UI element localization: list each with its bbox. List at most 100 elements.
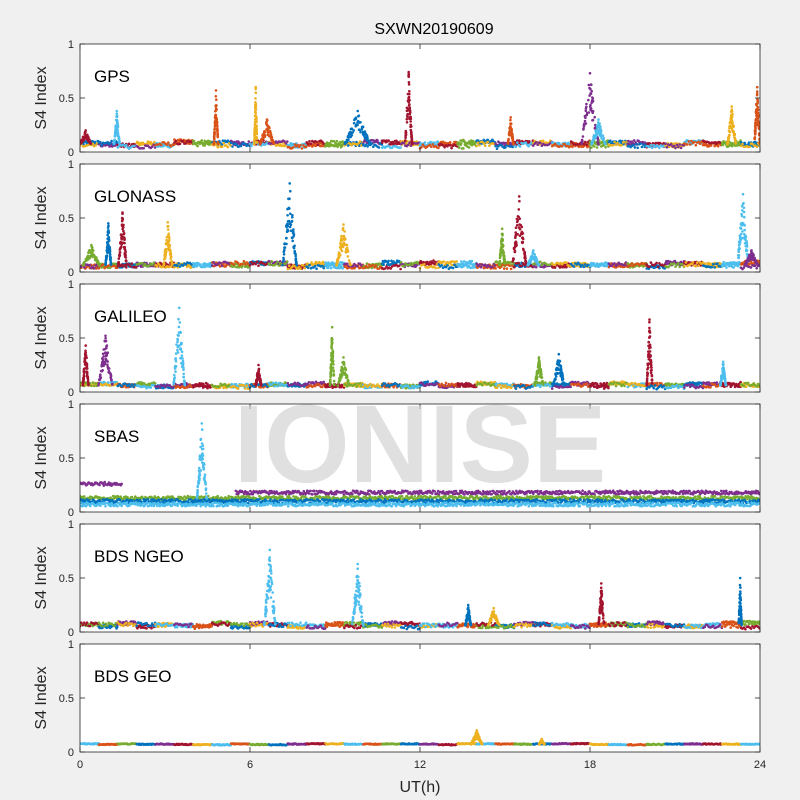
panel-label: GLONASS [94, 187, 176, 206]
plot-area [80, 284, 760, 392]
burst-point [115, 115, 119, 118]
series-point [296, 143, 300, 147]
series-point [174, 139, 178, 143]
series-point [755, 267, 758, 270]
burst-point [533, 253, 536, 256]
series-point [758, 144, 760, 147]
burst-point [106, 233, 109, 237]
burst-point [118, 141, 121, 145]
burst-point [286, 220, 290, 223]
series-point [308, 140, 311, 143]
burst-peak-point [265, 118, 269, 121]
series-point [201, 265, 205, 269]
series-point [534, 141, 538, 144]
series-point [441, 144, 445, 147]
burst-point [756, 108, 760, 112]
burst-point [745, 243, 749, 247]
burst-point [404, 132, 408, 136]
series-point [242, 259, 246, 263]
series-point [723, 263, 727, 267]
burst-point [288, 222, 291, 225]
burst-point [213, 124, 217, 127]
series-point [366, 145, 369, 148]
series-point [722, 260, 725, 264]
burst-point [357, 114, 361, 117]
series-point [389, 267, 393, 270]
burst-point [285, 230, 289, 233]
burst-point [359, 130, 362, 134]
burst-point [508, 130, 512, 133]
series-point [152, 143, 155, 147]
series-point [358, 144, 361, 148]
burst-point [410, 138, 414, 142]
series-point [690, 139, 693, 143]
burst-point [591, 97, 595, 100]
burst-point [498, 264, 501, 267]
series-point [309, 142, 313, 146]
series-point [277, 264, 281, 267]
series-point [540, 263, 544, 267]
series-point [527, 144, 530, 148]
series-point [440, 264, 444, 267]
burst-point [508, 126, 512, 129]
burst-point [168, 246, 171, 250]
burst-point [516, 233, 519, 236]
series-point [467, 146, 471, 149]
series-point [337, 143, 340, 147]
series-point [408, 263, 411, 267]
series-point [672, 142, 675, 146]
burst-point [118, 248, 122, 251]
series-point [741, 142, 744, 146]
burst-point [521, 241, 524, 245]
series-point [94, 143, 97, 147]
burst-point [589, 107, 593, 110]
series-point [269, 263, 272, 267]
y-tick-label: 0 [68, 147, 74, 159]
burst-point [106, 242, 109, 245]
series-point [372, 264, 375, 267]
series-point [318, 261, 321, 264]
burst-peak-point [500, 227, 504, 231]
burst-point [107, 224, 110, 228]
series-point [611, 144, 615, 147]
burst-point [337, 253, 341, 256]
series-point [553, 263, 557, 267]
series-point [296, 267, 300, 271]
series-point [134, 265, 138, 269]
series-point [590, 146, 593, 149]
burst-point [336, 260, 340, 264]
burst-point [121, 227, 124, 231]
series-point [399, 267, 402, 271]
burst-point [285, 222, 289, 226]
burst-point [343, 237, 347, 240]
burst-point [407, 81, 411, 84]
series-point [437, 266, 440, 270]
burst-peak-point [509, 116, 512, 119]
burst-point [727, 136, 731, 139]
burst-point [169, 252, 172, 256]
series-point [267, 259, 271, 263]
burst-point [254, 87, 257, 91]
burst-point [404, 139, 407, 142]
series-point [728, 264, 731, 268]
series-point [254, 262, 257, 266]
series-point [488, 144, 491, 147]
burst-point [356, 121, 359, 124]
burst-point [294, 252, 297, 256]
series-point [286, 267, 290, 271]
burst-point [744, 237, 747, 240]
burst-point [524, 260, 527, 264]
series-point [482, 142, 486, 145]
series-point [437, 146, 440, 150]
burst-point [253, 136, 256, 140]
burst-point [740, 204, 744, 208]
burst-point [115, 124, 119, 127]
series-point [517, 261, 520, 265]
burst-point [113, 135, 117, 138]
burst-point [123, 246, 126, 250]
burst-point [737, 248, 740, 251]
burst-point [742, 201, 745, 205]
burst-point [593, 126, 597, 130]
burst-point [510, 135, 514, 139]
series-point [516, 141, 519, 144]
